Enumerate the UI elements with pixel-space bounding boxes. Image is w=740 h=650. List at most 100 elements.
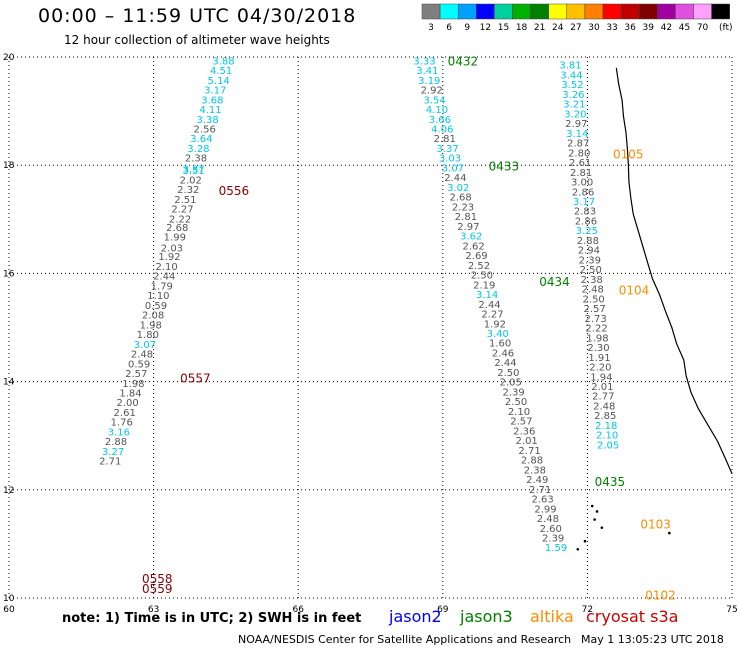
y-tick-label: 16 [3, 269, 15, 279]
wave-height-value: 1.99 [164, 233, 186, 244]
wave-height-value: 2.30 [587, 343, 609, 354]
wave-height-value: 1.60 [489, 339, 511, 350]
wave-height-value: 2.38 [581, 275, 603, 286]
wave-height-value: 0.59 [145, 301, 167, 312]
wave-height-value: 2.02 [180, 175, 202, 186]
wave-height-value: 3.40 [487, 329, 509, 340]
x-tick-label: 69 [437, 605, 449, 615]
wave-height-value: 2.44 [478, 300, 500, 311]
legend-label: 30 [588, 23, 600, 33]
pass-time-label: 0102 [645, 588, 676, 602]
wave-height-value: 2.03 [161, 244, 183, 255]
wave-height-value: 2.48 [593, 401, 615, 412]
wave-height-value: 2.39 [503, 387, 525, 398]
y-tick-label: 10 [3, 594, 15, 604]
wave-height-value: 2.18 [595, 421, 617, 432]
island-marker [600, 526, 604, 529]
wave-height-value: 2.46 [492, 348, 514, 359]
wave-height-value: 3.37 [182, 165, 204, 176]
wave-height-value: 2.50 [471, 271, 493, 282]
wave-height-value: 3.28 [187, 144, 209, 155]
wave-height-value: 2.01 [516, 436, 538, 447]
chart-title: 00:00 – 11:59 UTC 04/30/2018 [38, 5, 357, 27]
units-note: note: 1) Time is in UTC; 2) SWH is in fe… [62, 611, 362, 626]
legend-label: 15 [498, 23, 509, 33]
wave-height-value: 3.00 [571, 178, 593, 189]
y-tick-label: 20 [3, 53, 15, 63]
wave-height-value: 2.27 [171, 205, 193, 216]
wave-height-value: 2.88 [105, 437, 127, 448]
legend-label: 18 [516, 23, 528, 33]
legend-label: 42 [661, 23, 672, 33]
wave-height-value: 2.22 [585, 324, 607, 335]
wave-height-value: 2.92 [421, 86, 443, 97]
wave-height-value: 2.23 [452, 202, 474, 213]
wave-height-value: 2.51 [174, 195, 196, 206]
pass-time-label: 0558 [142, 572, 173, 586]
wave-height-value: 1.91 [588, 353, 610, 364]
legend-label: 39 [643, 23, 655, 33]
wave-height-value: 3.44 [560, 70, 582, 81]
wave-height-value: 2.83 [574, 207, 596, 218]
wave-height-value: 3.54 [423, 95, 445, 106]
legend-label: 36 [624, 23, 636, 33]
wave-height-value: 2.61 [114, 408, 136, 419]
wave-height-value: 2.97 [457, 222, 479, 233]
wave-height-value: 3.14 [566, 129, 588, 140]
wave-height-value: 2.39 [542, 533, 564, 544]
wave-height-value: 2.27 [481, 310, 503, 321]
wave-height-value: 3.62 [460, 232, 482, 243]
wave-height-value: 2.10 [596, 431, 618, 442]
legend-swatch [711, 3, 730, 20]
wave-height-value: 0.59 [128, 359, 150, 370]
wave-height-value: 3.37 [436, 144, 458, 155]
generated-timestamp: May 1 13:05:23 UTC 2018 [581, 633, 724, 646]
wave-height-value: 2.99 [534, 504, 556, 515]
pass-time-label: 0557 [180, 371, 211, 385]
legend-label: 70 [697, 23, 709, 33]
x-tick-label: 66 [292, 605, 304, 615]
legend-label: 6 [446, 23, 452, 33]
wave-height-value: 3.27 [102, 447, 124, 458]
wave-height-value: 2.19 [473, 280, 495, 291]
island-marker [576, 548, 580, 551]
wave-height-value: 2.88 [577, 236, 599, 247]
wave-height-value: 2.71 [99, 457, 121, 468]
wave-height-value: 1.59 [545, 543, 567, 554]
wave-height-value: 1.76 [111, 418, 133, 429]
wave-height-value: 2.22 [169, 214, 191, 225]
x-tick-label: 75 [726, 605, 737, 615]
satellite-label: altika [530, 607, 574, 626]
wave-height-value: 2.60 [540, 524, 562, 535]
wave-height-value: 1.79 [151, 281, 173, 292]
legend-label: 27 [570, 23, 581, 33]
wave-height-value: 2.44 [444, 173, 466, 184]
wave-height-value: 4.06 [431, 124, 453, 135]
satellite-label: jason2 [389, 607, 442, 626]
wave-height-value: 1.10 [147, 291, 169, 302]
y-tick-label: 18 [3, 161, 15, 171]
pass-time-label: 0103 [640, 517, 671, 531]
pass-time-label: 0556 [219, 184, 250, 198]
wave-height-value: 1.80 [137, 330, 159, 341]
wave-height-value: 2.01 [591, 382, 613, 393]
pass-time-label: 0105 [613, 147, 644, 161]
island-marker [590, 504, 594, 508]
wave-height-value: 2.32 [177, 185, 199, 196]
satellite-label: cryosat s3a [586, 607, 679, 626]
wave-height-value: 3.07 [442, 163, 464, 174]
wave-height-value: 2.81 [570, 168, 592, 179]
wave-height-value: 2.86 [572, 187, 594, 198]
pass-time-label: 0559 [142, 582, 173, 596]
pass-time-label: 0104 [619, 284, 650, 298]
wave-height-value: 2.50 [505, 397, 527, 408]
coastline [615, 67, 733, 474]
wave-height-value: 3.81 [559, 61, 581, 72]
chart-subtitle: 12 hour collection of altimeter wave hei… [64, 33, 330, 47]
wave-height-value: 2.36 [513, 426, 535, 437]
wave-height-value: 2.48 [582, 285, 604, 296]
wave-height-value: 2.39 [579, 255, 601, 266]
wave-height-value: 2.00 [116, 398, 138, 409]
island-marker [583, 539, 587, 543]
